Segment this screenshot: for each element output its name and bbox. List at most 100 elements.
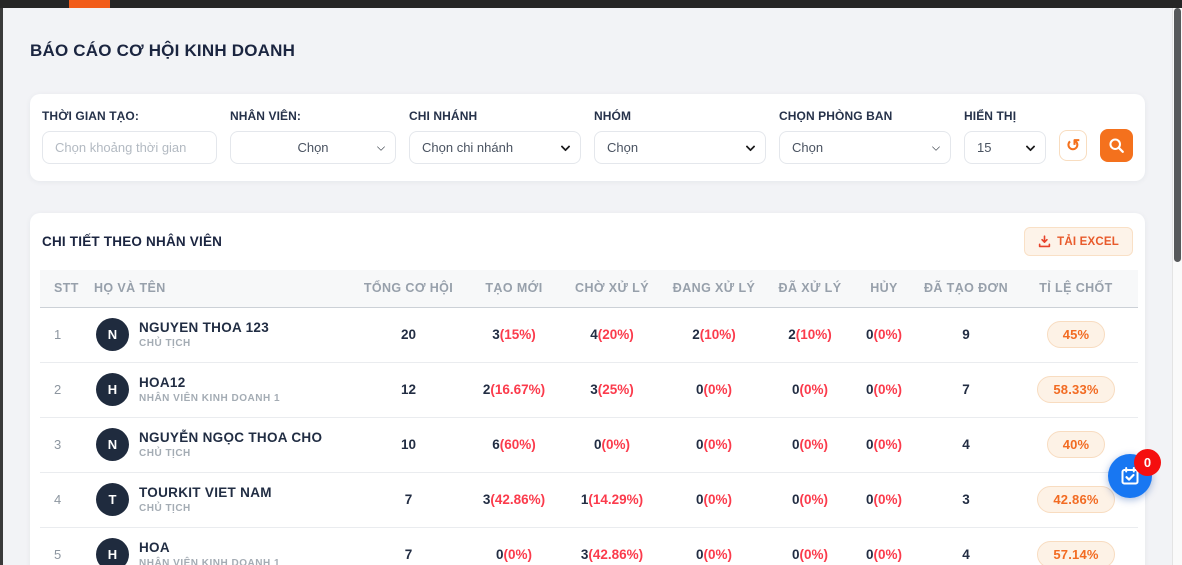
- employee-select[interactable]: Chọn: [230, 131, 396, 164]
- scrollbar-thumb[interactable]: [1174, 8, 1181, 262]
- processing-cell: 2(10%): [658, 307, 770, 363]
- cancelled-cell: 0(0%): [850, 472, 918, 528]
- orders-created-cell: 3: [918, 472, 1014, 528]
- filter-label: CHI NHÁNH: [409, 109, 478, 123]
- page-title: BÁO CÁO CƠ HỘI KINH DOANH: [30, 41, 296, 60]
- pending-cell: 0(0%): [566, 417, 658, 473]
- table-header-row: STT HỌ VÀ TÊN TỔNG CƠ HỘI TẠO MỚI CHỜ XỬ…: [40, 270, 1138, 308]
- table-row: 2 H HOA12 NHÂN VIÊN KINH DOANH 1 12 2(16…: [40, 362, 1138, 418]
- row-index: 4: [40, 472, 80, 528]
- processing-cell: 0(0%): [658, 527, 770, 565]
- table-row: 5 H HOA NHÂN VIÊN KINH DOANH 1 7 0(0%) 3…: [40, 527, 1138, 565]
- total-opportunities-cell: 7: [355, 472, 462, 528]
- created-cell: 3(15%): [462, 307, 566, 363]
- employee-select-value: Chọn: [297, 140, 329, 155]
- employee-name[interactable]: HOA: [139, 540, 170, 555]
- chevron-down-icon: [560, 141, 571, 152]
- created-cell: 0(0%): [462, 527, 566, 565]
- orders-created-cell: 4: [918, 417, 1014, 473]
- filter-label: THỜI GIAN TẠO:: [42, 109, 139, 123]
- export-excel-label: TẢI EXCEL: [1057, 235, 1119, 248]
- cancelled-cell: 0(0%): [850, 307, 918, 363]
- page-content: BÁO CÁO CƠ HỘI KINH DOANH THỜI GIAN TẠO:…: [3, 8, 1172, 565]
- table-row: 3 N NGUYỄN NGỌC THOA CHO CHỦ TỊCH 10 6(6…: [40, 417, 1138, 473]
- filter-bar: THỜI GIAN TẠO: Chọn khoảng thời gian NHÂ…: [30, 94, 1145, 181]
- sidebar-edge: [0, 0, 3, 565]
- reset-icon: ↺: [1066, 136, 1081, 155]
- employee-role: NHÂN VIÊN KINH DOANH 1: [139, 393, 281, 404]
- processed-cell: 0(0%): [770, 472, 850, 528]
- close-rate-badge: 45%: [1046, 321, 1106, 348]
- employee-name[interactable]: TOURKIT VIET NAM: [139, 485, 272, 500]
- group-select-value: Chọn: [607, 140, 639, 155]
- col-header-orders: ĐÃ TẠO ĐƠN: [918, 270, 1014, 308]
- col-header-pending: CHỜ XỬ LÝ: [566, 270, 658, 308]
- display-count-select[interactable]: 15: [964, 131, 1046, 164]
- notification-badge[interactable]: 0: [1134, 449, 1161, 476]
- page-scrollbar[interactable]: [1172, 8, 1182, 565]
- search-button[interactable]: [1100, 129, 1133, 162]
- row-index: 5: [40, 527, 80, 565]
- pending-cell: 4(20%): [566, 307, 658, 363]
- export-excel-button[interactable]: TẢI EXCEL: [1024, 227, 1133, 256]
- download-icon: [1038, 235, 1051, 248]
- branch-select[interactable]: Chọn chi nhánh: [409, 131, 581, 164]
- cancelled-cell: 0(0%): [850, 417, 918, 473]
- filter-display-count: HIỂN THỊ 15: [964, 109, 1046, 164]
- orders-created-cell: 7: [918, 362, 1014, 418]
- avatar: T: [96, 483, 129, 516]
- total-opportunities-cell: 12: [355, 362, 462, 418]
- created-cell: 2(16.67%): [462, 362, 566, 418]
- created-cell: 6(60%): [462, 417, 566, 473]
- employee-role: NHÂN VIÊN KINH DOANH 1: [139, 558, 281, 565]
- close-rate-badge: 40%: [1046, 431, 1106, 458]
- employee-role: CHỦ TỊCH: [139, 503, 191, 514]
- orders-created-cell: 9: [918, 307, 1014, 363]
- chevron-down-icon: [1025, 141, 1036, 152]
- filter-label: CHỌN PHÒNG BAN: [779, 109, 893, 123]
- calendar-check-icon: [1121, 467, 1139, 485]
- avatar: H: [96, 538, 129, 565]
- display-count-value: 15: [977, 140, 992, 155]
- col-header-created: TẠO MỚI: [462, 270, 566, 308]
- processing-cell: 0(0%): [658, 362, 770, 418]
- filter-branch: CHI NHÁNH Chọn chi nhánh: [409, 109, 581, 164]
- department-select[interactable]: Chọn: [779, 131, 951, 164]
- date-range-input[interactable]: Chọn khoảng thời gian: [42, 131, 217, 164]
- processed-cell: 0(0%): [770, 527, 850, 565]
- close-rate-badge: 57.14%: [1037, 541, 1115, 565]
- pending-cell: 3(42.86%): [566, 527, 658, 565]
- processed-cell: 2(10%): [770, 307, 850, 363]
- filter-employee: NHÂN VIÊN: Chọn: [230, 109, 396, 164]
- col-header-close-rate: TỈ LỆ CHỐT: [1014, 270, 1138, 308]
- col-header-total: TỔNG CƠ HỘI: [355, 270, 462, 308]
- close-rate-badge: 42.86%: [1037, 486, 1115, 513]
- reset-filters-button[interactable]: ↺: [1059, 130, 1088, 161]
- table-row: 4 T TOURKIT VIET NAM CHỦ TỊCH 7 3(42.86%…: [40, 472, 1138, 528]
- employee-name[interactable]: HOA12: [139, 375, 186, 390]
- chevron-down-icon: [376, 142, 386, 151]
- total-opportunities-cell: 7: [355, 527, 462, 565]
- filter-group: NHÓM Chọn: [594, 109, 766, 164]
- close-rate-badge: 58.33%: [1037, 376, 1115, 403]
- department-select-value: Chọn: [792, 140, 824, 155]
- branch-select-value: Chọn chi nhánh: [422, 140, 514, 155]
- col-header-processed: ĐÃ XỬ LÝ: [770, 270, 850, 308]
- row-index: 3: [40, 417, 80, 473]
- navbar-active-tab-indicator: [69, 0, 110, 8]
- cancelled-cell: 0(0%): [850, 527, 918, 565]
- filter-department: CHỌN PHÒNG BAN Chọn: [779, 109, 951, 164]
- row-index: 1: [40, 307, 80, 363]
- top-navbar: [0, 0, 1182, 8]
- employee-table: STT HỌ VÀ TÊN TỔNG CƠ HỘI TẠO MỚI CHỜ XỬ…: [40, 270, 1138, 565]
- employee-name[interactable]: NGUYEN THOA 123: [139, 320, 270, 335]
- row-index: 2: [40, 362, 80, 418]
- employee-name[interactable]: NGUYỄN NGỌC THOA CHO: [139, 430, 323, 445]
- group-select[interactable]: Chọn: [594, 131, 766, 164]
- date-range-placeholder: Chọn khoảng thời gian: [55, 140, 187, 155]
- cancelled-cell: 0(0%): [850, 362, 918, 418]
- pending-cell: 1(14.29%): [566, 472, 658, 528]
- created-cell: 3(42.86%): [462, 472, 566, 528]
- col-header-name: HỌ VÀ TÊN: [80, 270, 355, 308]
- section-title: CHI TIẾT THEO NHÂN VIÊN: [42, 234, 223, 249]
